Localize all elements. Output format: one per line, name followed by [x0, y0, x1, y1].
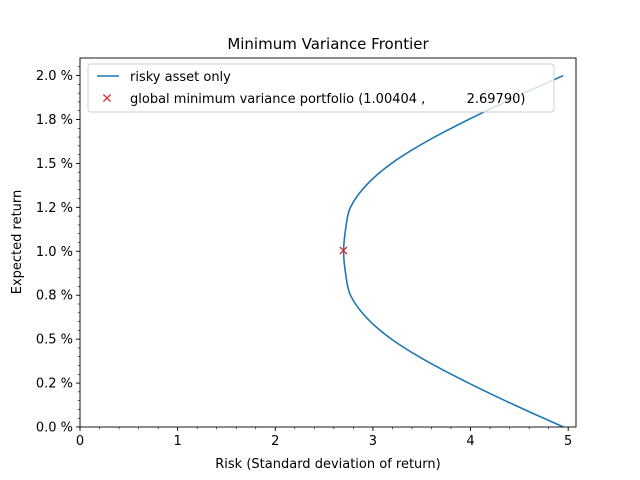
- y-tick-label: 0.0 %: [36, 421, 73, 436]
- marker-stroke-b: [339, 246, 348, 255]
- x-tick-label: 5: [564, 434, 572, 449]
- chart-title: Minimum Variance Frontier: [227, 35, 429, 53]
- axis-ticks: 0 1 2 3 4 5 0.0 % 0.2 % 0.5 % 0.8 % 1.0 % 1.2 % 1.5 …: [36, 57, 577, 449]
- x-tick-label: 1: [173, 434, 181, 449]
- x-tick-label: 0: [76, 434, 84, 449]
- swatch-stroke-b: [102, 93, 112, 103]
- x-tick-label: 2: [271, 434, 279, 449]
- plot-area: [339, 74, 564, 427]
- axes-frame: [79, 57, 577, 428]
- y-tick-label: 1.8 %: [36, 113, 73, 128]
- legend-box: [87, 63, 555, 113]
- y-tick-label: 0.5 %: [36, 333, 73, 348]
- x-tick-label: 4: [466, 434, 474, 449]
- legend: risky asset only global minimum variance …: [87, 63, 555, 113]
- y-axis-label: Expected return: [10, 190, 25, 295]
- gmv-marker: [339, 246, 348, 255]
- x-axis-label: Risk (Standard deviation of return): [215, 457, 440, 472]
- y-tick-label: 1.2 %: [36, 201, 73, 216]
- y-tick-label: 0.2 %: [36, 377, 73, 392]
- y-tick-label: 2.0 %: [36, 69, 73, 84]
- y-tick-label: 1.0 %: [36, 245, 73, 260]
- y-tick-label: 1.5 %: [36, 157, 73, 172]
- legend-marker-swatch: [102, 93, 112, 103]
- legend-label: global minimum variance portfolio (1.004…: [130, 92, 525, 107]
- legend-label: risky asset only: [130, 70, 231, 85]
- series-line-0: [342, 74, 564, 427]
- x-tick-label: 3: [369, 434, 377, 449]
- y-tick-label: 0.8 %: [36, 289, 73, 304]
